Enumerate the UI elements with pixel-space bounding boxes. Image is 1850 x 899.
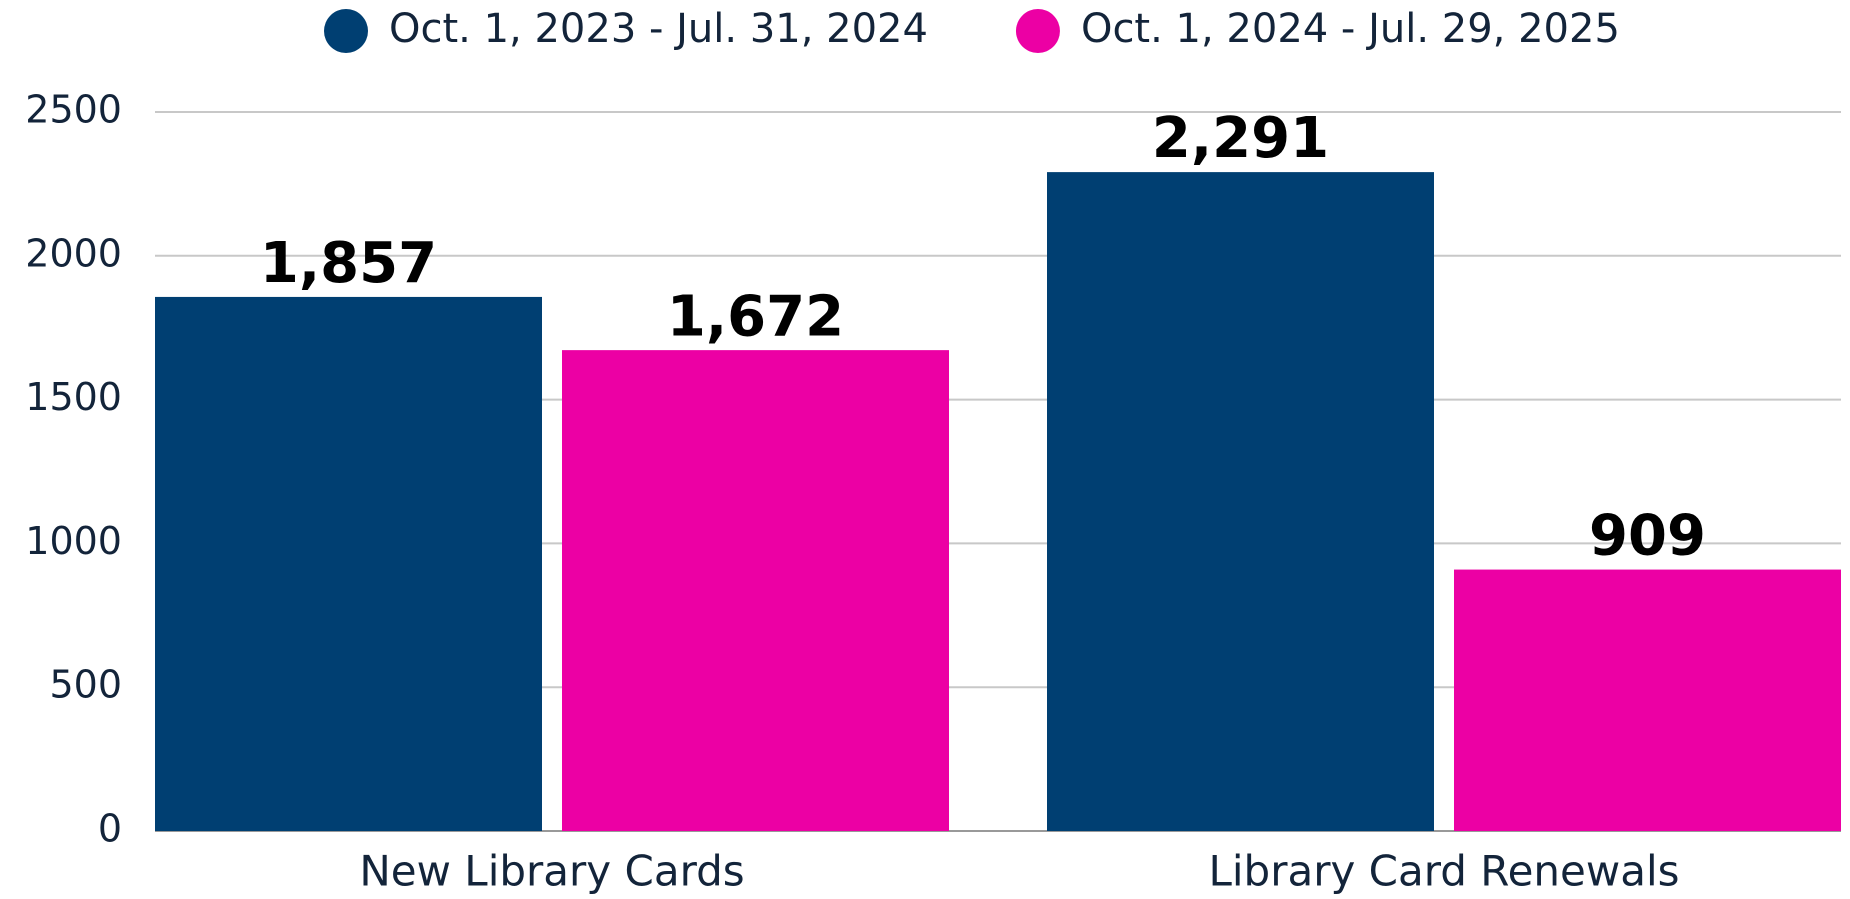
value-label: 1,857 [260, 231, 437, 296]
y-tick-label: 1500 [25, 375, 122, 419]
legend-swatch [324, 9, 368, 53]
bar [562, 350, 949, 831]
legend-label: Oct. 1, 2024 - Jul. 29, 2025 [1081, 6, 1620, 52]
x-tick-label: Library Card Renewals [1208, 847, 1679, 896]
y-tick-label: 500 [49, 663, 122, 707]
y-tick-label: 0 [98, 807, 122, 851]
y-tick-label: 2000 [25, 231, 122, 275]
value-label: 2,291 [1152, 106, 1329, 171]
x-tick-label: New Library Cards [359, 847, 744, 896]
bar [155, 296, 542, 832]
bar [1454, 569, 1841, 831]
bar [1047, 172, 1434, 831]
legend-label: Oct. 1, 2023 - Jul. 31, 2024 [389, 6, 928, 52]
y-tick-label: 1000 [25, 519, 122, 563]
value-label: 909 [1589, 504, 1706, 569]
value-label: 1,672 [667, 284, 844, 349]
y-tick-label: 2500 [25, 88, 122, 132]
legend-swatch [1015, 9, 1060, 53]
